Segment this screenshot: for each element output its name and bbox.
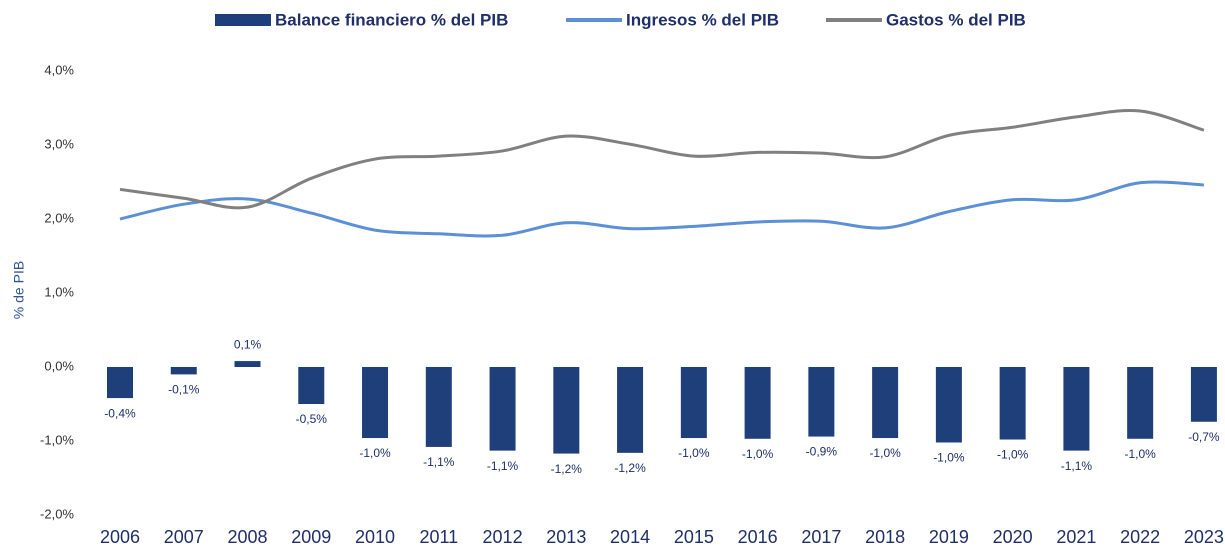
- x-tick-label: 2022: [1120, 527, 1160, 547]
- bar: [808, 367, 835, 437]
- data-label: -0,7%: [1188, 430, 1220, 444]
- bar: [744, 367, 771, 439]
- data-label: -1,2%: [551, 462, 583, 476]
- x-tick-label: 2011: [419, 527, 458, 547]
- x-tick-label: 2012: [483, 527, 523, 547]
- x-tick-label: 2020: [993, 527, 1033, 547]
- legend-swatch: [215, 14, 271, 26]
- data-label: -1,0%: [359, 446, 391, 460]
- data-label: -1,2%: [614, 461, 646, 475]
- data-label: -1,1%: [487, 459, 519, 473]
- data-label: -1,0%: [742, 447, 774, 461]
- data-label: -0,5%: [296, 412, 328, 426]
- bar: [298, 367, 325, 404]
- bar: [170, 367, 197, 375]
- y-tick-label: 0,0%: [44, 358, 74, 373]
- y-tick-label: 1,0%: [44, 284, 74, 299]
- x-tick-label: 2006: [100, 527, 140, 547]
- legend-label: Ingresos % del PIB: [626, 10, 779, 29]
- bar: [1127, 367, 1154, 439]
- bar: [935, 367, 962, 443]
- x-tick-label: 2010: [355, 527, 395, 547]
- bar: [553, 367, 580, 454]
- data-label: -1,0%: [1124, 447, 1156, 461]
- data-label: -1,1%: [423, 455, 455, 469]
- bar: [107, 367, 133, 399]
- bar: [1063, 367, 1090, 451]
- line: [119, 108, 1205, 210]
- data-label: -1,1%: [1061, 459, 1093, 473]
- y-axis-label: % de PIB: [11, 261, 27, 319]
- data-label: -0,1%: [168, 383, 200, 397]
- bar: [1190, 367, 1217, 422]
- y-tick-label: -2,0%: [40, 506, 74, 521]
- legend-label: Gastos % del PIB: [886, 10, 1026, 29]
- x-tick-label: 2014: [610, 527, 650, 547]
- x-tick-label: 2008: [227, 527, 267, 547]
- data-label: -1,0%: [869, 446, 901, 460]
- bar: [872, 367, 899, 439]
- x-tick-label: 2021: [1056, 527, 1096, 547]
- data-label: 0,1%: [234, 337, 262, 351]
- bar: [425, 367, 452, 447]
- x-tick-label: 2007: [164, 527, 204, 547]
- legend-label: Balance financiero % del PIB: [275, 10, 508, 29]
- bar: [489, 367, 516, 451]
- bar: [999, 367, 1026, 440]
- y-tick-label: 4,0%: [44, 62, 74, 77]
- bar: [234, 361, 261, 367]
- x-tick-label: 2013: [546, 527, 586, 547]
- bar: [680, 367, 707, 439]
- data-label: -1,0%: [678, 446, 710, 460]
- data-label: -1,0%: [997, 448, 1029, 462]
- bar: [362, 367, 389, 439]
- x-tick-label: 2018: [865, 527, 905, 547]
- bar: [617, 367, 644, 453]
- x-tick-label: 2009: [291, 527, 331, 547]
- data-label: -1,0%: [933, 451, 965, 465]
- x-tick-label: 2017: [801, 527, 841, 547]
- x-tick-label: 2016: [738, 527, 778, 547]
- y-tick-label: 3,0%: [44, 136, 74, 151]
- y-tick-label: 2,0%: [44, 210, 74, 225]
- line: [119, 180, 1204, 238]
- y-tick-label: -1,0%: [40, 432, 74, 447]
- x-tick-label: 2015: [674, 527, 714, 547]
- x-tick-label: 2019: [929, 527, 969, 547]
- x-tick-label: 2023: [1184, 527, 1224, 547]
- data-label: -0,4%: [104, 406, 136, 420]
- data-label: -0,9%: [806, 445, 838, 459]
